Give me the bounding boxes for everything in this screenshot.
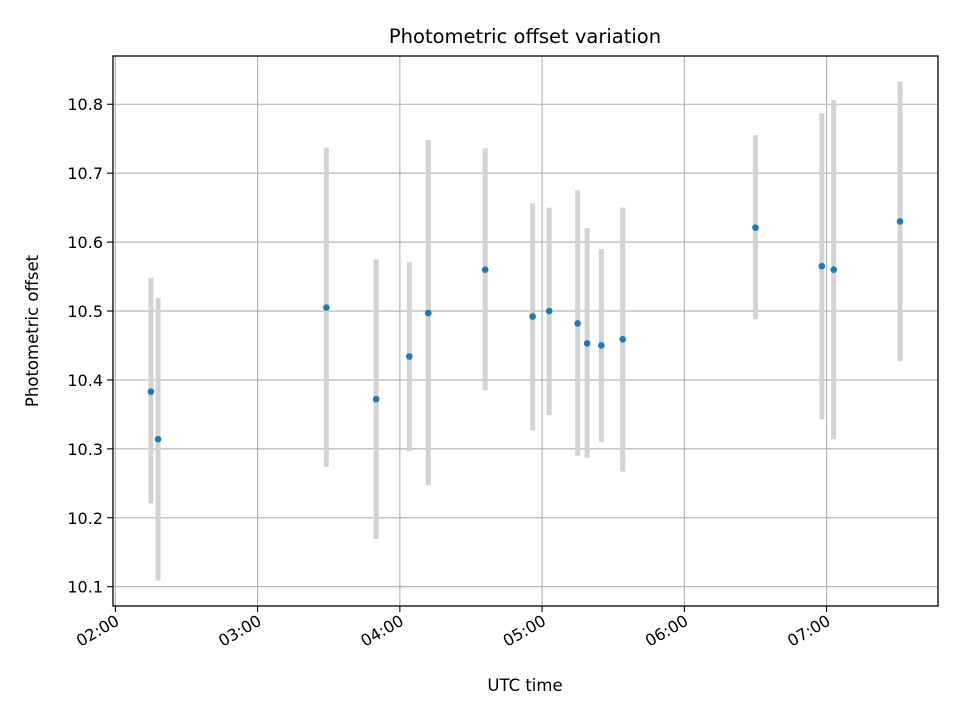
data-point (147, 388, 155, 395)
data-point (752, 224, 759, 231)
data-point (406, 353, 413, 360)
data-point (896, 218, 904, 225)
data-points (147, 218, 904, 443)
y-tick-label: 10.1 (67, 578, 103, 597)
data-point (154, 435, 162, 443)
grid (113, 56, 938, 606)
data-point (598, 342, 605, 349)
data-point (583, 340, 591, 347)
y-tick-label: 10.5 (67, 302, 103, 321)
y-axis-ticks: 10.1 10.2 10.3 10.4 10.5 10.6 10.7 10.8 (67, 95, 113, 597)
x-axis-label: UTC time (487, 676, 562, 695)
y-tick-label: 10.6 (67, 233, 103, 252)
y-tick-label: 10.8 (67, 95, 103, 114)
chart-title: Photometric offset variation (389, 25, 661, 48)
data-point (818, 262, 826, 270)
y-tick-label: 10.3 (67, 440, 103, 459)
data-point (481, 266, 489, 273)
data-point (425, 309, 432, 317)
data-point (574, 320, 581, 327)
data-point (830, 266, 837, 273)
y-tick-label: 10.7 (67, 164, 103, 183)
data-point (372, 395, 380, 403)
y-axis-label: Photometric offset (23, 254, 42, 407)
data-point (323, 304, 330, 311)
data-point (545, 307, 553, 315)
y-tick-label: 10.4 (67, 371, 103, 390)
data-point (619, 335, 626, 343)
plot-frame (112, 55, 939, 607)
y-tick-label: 10.2 (67, 509, 103, 528)
data-point (529, 313, 536, 320)
